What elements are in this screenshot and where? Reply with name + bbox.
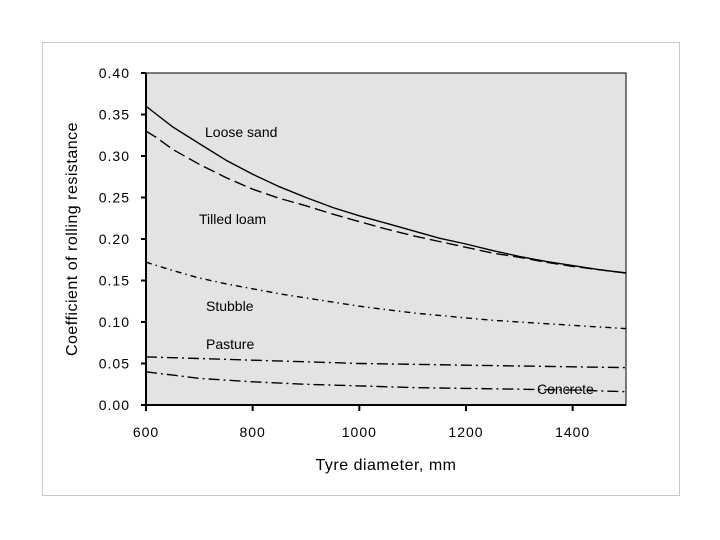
x-tick-label: 800 <box>239 424 265 440</box>
x-axis-title: Tyre diameter, mm <box>316 457 457 474</box>
series-line-loose-sand <box>145 105 627 274</box>
series-line-pasture <box>145 356 627 369</box>
y-tick-label: 0.25 <box>99 190 130 206</box>
y-tick-label: 0.05 <box>99 356 130 372</box>
tick-labels: 0.00 0.05 0.10 0.15 0.20 0.25 0.30 0.35 0.40 600 8… <box>99 65 590 440</box>
plot-area <box>145 72 627 406</box>
y-tick-label: 0.30 <box>99 148 130 164</box>
series-label-concrete: Concrete <box>537 381 594 397</box>
series-line-concrete <box>145 371 627 393</box>
y-tick-label: 0.40 <box>99 65 130 81</box>
x-tick-label: 1400 <box>555 424 590 440</box>
y-tick-label: 0.10 <box>99 314 130 330</box>
y-tick-label: 0.00 <box>99 397 130 413</box>
y-tick-label: 0.20 <box>99 231 130 247</box>
x-tick-label: 600 <box>133 424 159 440</box>
series-label-stubble: Stubble <box>206 298 254 314</box>
series-label-tilled-loam: Tilled loam <box>199 211 266 227</box>
y-tick-label: 0.35 <box>99 107 130 123</box>
series-line-tilled-loam <box>145 130 627 274</box>
series-labels: Loose sand Tilled loam Stubble Pasture Concr… <box>199 124 594 397</box>
series-label-pasture: Pasture <box>206 336 254 352</box>
y-tick-label: 0.15 <box>99 273 130 289</box>
y-axis-title: Coefficient of rolling resistance <box>64 122 81 356</box>
series-lines <box>145 105 627 393</box>
series-line-stubble <box>145 261 627 330</box>
axis-ticks <box>141 72 574 411</box>
x-tick-label: 1000 <box>342 424 377 440</box>
x-tick-label: 1200 <box>448 424 483 440</box>
series-label-loose-sand: Loose sand <box>205 124 277 140</box>
